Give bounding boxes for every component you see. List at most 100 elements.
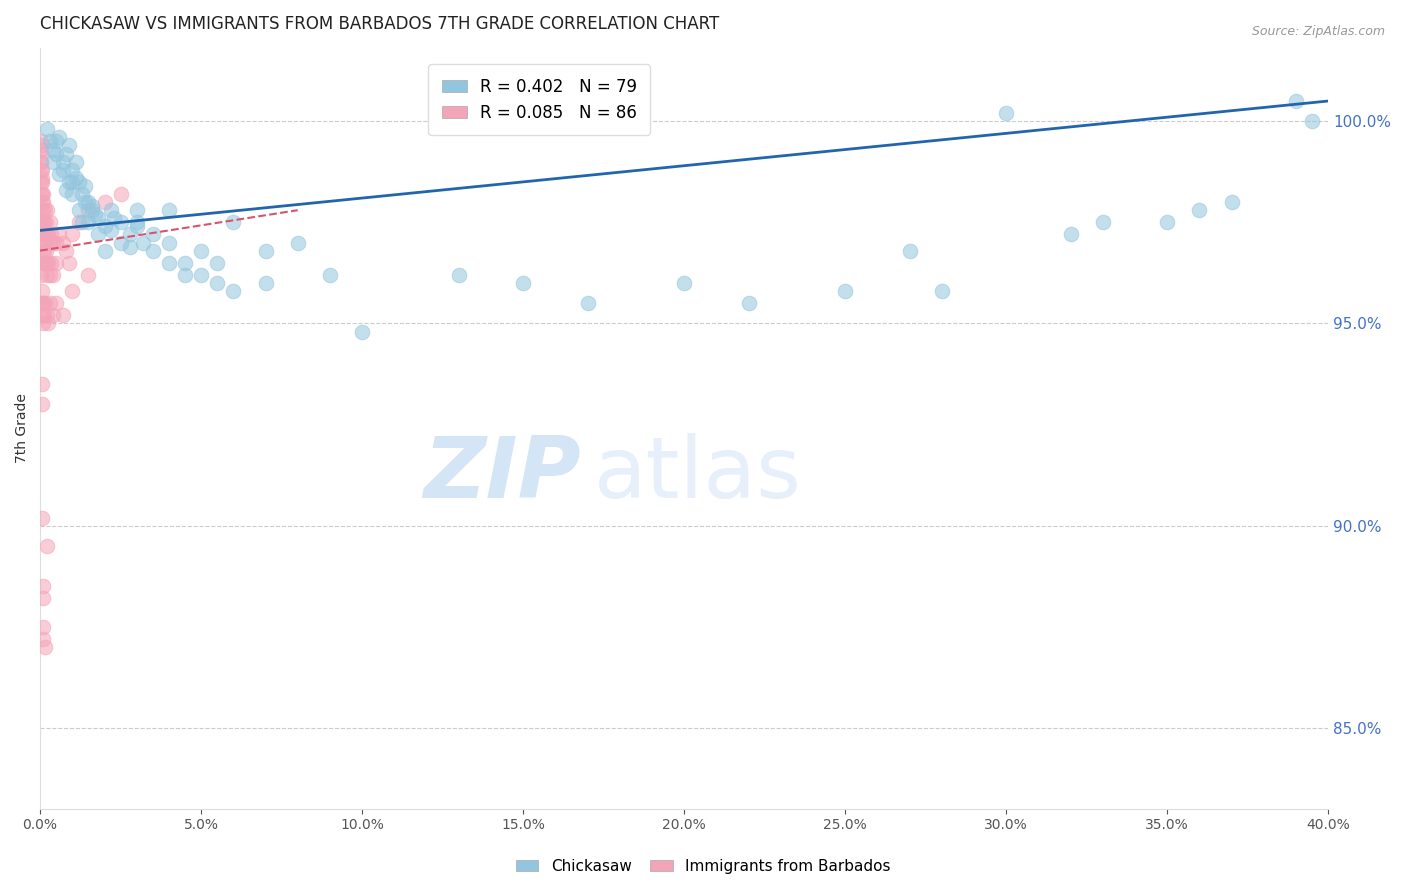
Point bbox=[34, 296, 56, 310]
Point bbox=[42, 143, 65, 157]
Point bbox=[31, 215, 53, 229]
Point bbox=[60, 284, 83, 298]
Point bbox=[45, 296, 67, 310]
Text: CHICKASAW VS IMMIGRANTS FROM BARBADOS 7TH GRADE CORRELATION CHART: CHICKASAW VS IMMIGRANTS FROM BARBADOS 7T… bbox=[41, 15, 720, 33]
Point bbox=[30, 296, 52, 310]
Point bbox=[1285, 94, 1308, 108]
Point bbox=[110, 187, 132, 202]
Point bbox=[60, 187, 83, 202]
Point bbox=[31, 244, 53, 258]
Point bbox=[34, 227, 56, 242]
Point bbox=[35, 309, 58, 323]
Point bbox=[37, 227, 59, 242]
Point bbox=[35, 122, 58, 136]
Point bbox=[142, 227, 165, 242]
Point bbox=[37, 235, 59, 250]
Point bbox=[222, 215, 245, 229]
Point bbox=[70, 187, 93, 202]
Point bbox=[52, 154, 75, 169]
Point bbox=[174, 256, 197, 270]
Point bbox=[31, 175, 53, 189]
Point bbox=[31, 620, 53, 634]
Point bbox=[32, 591, 55, 606]
Point bbox=[190, 268, 212, 282]
Point bbox=[38, 135, 60, 149]
Point bbox=[31, 195, 53, 210]
Point bbox=[31, 296, 53, 310]
Point bbox=[77, 203, 100, 218]
Point bbox=[87, 227, 110, 242]
Point bbox=[48, 130, 70, 145]
Point bbox=[100, 223, 122, 237]
Point bbox=[65, 154, 87, 169]
Point bbox=[75, 178, 97, 193]
Point bbox=[32, 235, 55, 250]
Point bbox=[32, 296, 55, 310]
Point bbox=[142, 244, 165, 258]
Point bbox=[1156, 215, 1178, 229]
Point bbox=[125, 215, 148, 229]
Point bbox=[1188, 203, 1211, 218]
Point bbox=[34, 256, 56, 270]
Point bbox=[157, 235, 180, 250]
Point bbox=[31, 510, 53, 524]
Point bbox=[30, 175, 52, 189]
Text: atlas: atlas bbox=[593, 433, 801, 516]
Point bbox=[110, 215, 132, 229]
Point bbox=[125, 203, 148, 218]
Point bbox=[58, 175, 80, 189]
Point bbox=[132, 235, 155, 250]
Point bbox=[80, 203, 103, 218]
Point bbox=[48, 227, 70, 242]
Point bbox=[287, 235, 309, 250]
Text: ZIP: ZIP bbox=[423, 433, 581, 516]
Point bbox=[120, 239, 142, 253]
Point bbox=[30, 143, 52, 157]
Point bbox=[67, 203, 90, 218]
Point bbox=[35, 227, 58, 242]
Point bbox=[1059, 227, 1081, 242]
Point bbox=[48, 167, 70, 181]
Point bbox=[31, 195, 53, 210]
Point bbox=[30, 146, 52, 161]
Point bbox=[52, 309, 75, 323]
Point bbox=[834, 284, 856, 298]
Point bbox=[254, 244, 277, 258]
Legend: Chickasaw, Immigrants from Barbados: Chickasaw, Immigrants from Barbados bbox=[509, 853, 897, 880]
Point bbox=[38, 235, 60, 250]
Point bbox=[60, 162, 83, 177]
Point bbox=[38, 296, 60, 310]
Point bbox=[30, 154, 52, 169]
Point bbox=[31, 227, 53, 242]
Point bbox=[65, 170, 87, 185]
Point bbox=[125, 219, 148, 234]
Point bbox=[42, 309, 65, 323]
Point bbox=[45, 146, 67, 161]
Point bbox=[37, 268, 59, 282]
Point bbox=[41, 256, 63, 270]
Point bbox=[42, 235, 65, 250]
Point bbox=[32, 235, 55, 250]
Point bbox=[45, 135, 67, 149]
Point bbox=[31, 162, 53, 177]
Point bbox=[75, 195, 97, 210]
Point bbox=[31, 377, 53, 392]
Point bbox=[30, 162, 52, 177]
Point bbox=[55, 146, 77, 161]
Point bbox=[1091, 215, 1114, 229]
Point bbox=[70, 215, 93, 229]
Point bbox=[67, 175, 90, 189]
Point bbox=[32, 215, 55, 229]
Point bbox=[34, 640, 56, 654]
Point bbox=[93, 244, 115, 258]
Point bbox=[67, 215, 90, 229]
Point bbox=[37, 317, 59, 331]
Point bbox=[80, 199, 103, 213]
Point bbox=[38, 268, 60, 282]
Point bbox=[55, 244, 77, 258]
Point bbox=[319, 268, 342, 282]
Point bbox=[32, 244, 55, 258]
Point bbox=[31, 397, 53, 411]
Point bbox=[174, 268, 197, 282]
Point bbox=[931, 284, 953, 298]
